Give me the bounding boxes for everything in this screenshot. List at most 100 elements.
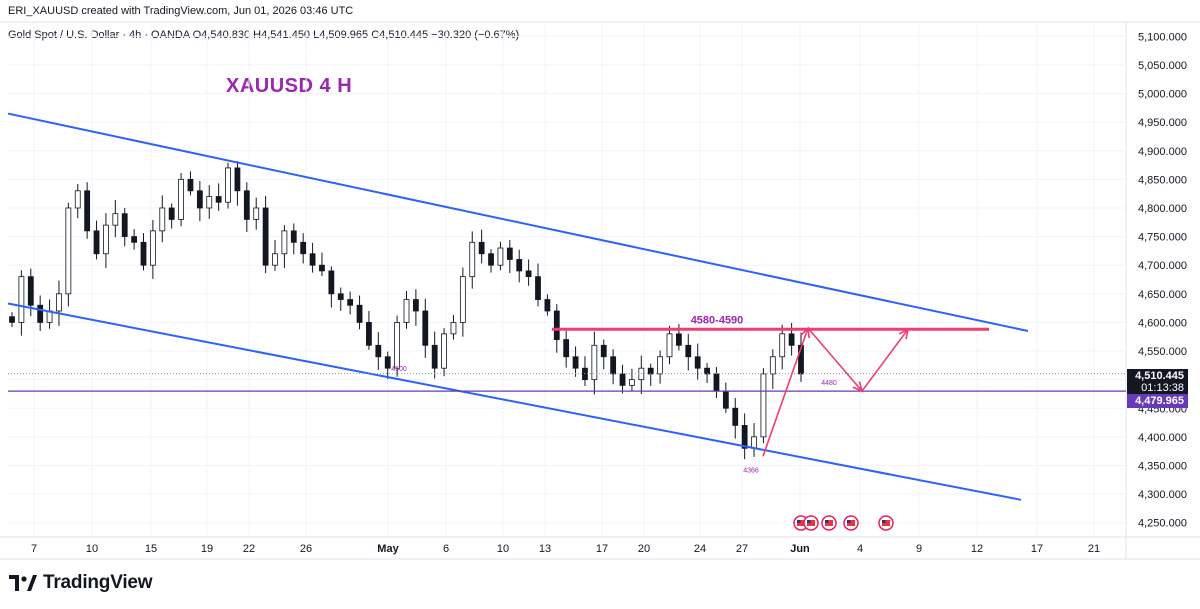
candle[interactable] [478, 241, 485, 255]
candle[interactable] [732, 407, 739, 426]
candle[interactable] [441, 333, 447, 369]
candle[interactable] [657, 356, 664, 375]
candle[interactable] [328, 270, 335, 295]
drawings[interactable]: 4580-4590 4500 4480 4366 [7, 112, 1126, 501]
candle[interactable] [262, 207, 269, 266]
candle[interactable] [347, 299, 354, 306]
candle[interactable] [516, 259, 523, 272]
candle[interactable] [272, 253, 278, 266]
candle[interactable] [788, 333, 795, 346]
candle[interactable] [206, 196, 213, 209]
candle[interactable] [751, 436, 757, 449]
candle[interactable] [27, 276, 34, 306]
candle[interactable] [741, 425, 748, 449]
tradingview-logo[interactable]: TradingView [9, 572, 153, 594]
candle[interactable] [196, 190, 203, 209]
candle[interactable] [215, 196, 222, 203]
candle[interactable] [225, 167, 231, 203]
candle[interactable] [74, 190, 81, 209]
projection-segment[interactable] [807, 327, 863, 392]
candle[interactable] [178, 178, 184, 220]
candle[interactable] [422, 310, 429, 346]
candle[interactable] [525, 270, 532, 278]
candle[interactable] [722, 390, 729, 409]
channel-upper-line[interactable] [7, 112, 1029, 332]
candle[interactable] [309, 253, 316, 266]
candle[interactable] [459, 276, 466, 323]
candle[interactable] [18, 276, 25, 323]
event-flag-canton [847, 520, 851, 523]
candle[interactable] [403, 299, 410, 323]
candle[interactable] [84, 190, 91, 232]
candle[interactable] [112, 213, 119, 226]
candle[interactable] [121, 213, 128, 237]
candle[interactable] [685, 344, 692, 358]
candle[interactable] [65, 207, 72, 295]
candle[interactable] [56, 293, 62, 312]
current-price-label: 4,510.445 01:13:38 [1127, 369, 1188, 395]
event-flag-icon[interactable] [843, 515, 859, 531]
candle[interactable] [610, 356, 617, 375]
candle[interactable] [675, 333, 682, 346]
event-flag-icon[interactable] [821, 515, 837, 531]
candle[interactable] [159, 207, 166, 232]
candle[interactable] [149, 230, 156, 266]
candle[interactable] [366, 322, 372, 346]
candle[interactable] [469, 241, 476, 278]
candle[interactable] [93, 230, 100, 255]
candle[interactable] [234, 167, 241, 192]
economic-events[interactable] [793, 515, 894, 531]
event-flag-icon[interactable] [878, 515, 894, 531]
candle[interactable] [591, 344, 598, 381]
candle[interactable] [431, 344, 438, 369]
candle[interactable] [553, 310, 560, 340]
candle[interactable] [290, 230, 297, 243]
candle[interactable] [168, 207, 175, 220]
candle[interactable] [760, 373, 767, 438]
candle[interactable] [103, 224, 109, 255]
candle[interactable] [704, 367, 710, 375]
candle[interactable] [384, 356, 391, 369]
candle[interactable] [375, 344, 382, 358]
candle[interactable] [394, 322, 401, 369]
candle[interactable] [412, 299, 419, 312]
support-price-value: 4,479.965 [1135, 395, 1184, 407]
candle[interactable] [281, 230, 288, 255]
candle[interactable] [356, 304, 363, 323]
candle[interactable] [600, 344, 607, 358]
candle[interactable] [140, 241, 147, 266]
channel-lower-line[interactable] [7, 302, 1022, 501]
candle[interactable] [9, 316, 15, 323]
candle[interactable] [253, 207, 260, 220]
candle[interactable] [37, 304, 44, 323]
candle[interactable] [243, 190, 250, 220]
candle[interactable] [488, 253, 494, 266]
candle[interactable] [666, 333, 673, 358]
candle[interactable] [300, 241, 307, 255]
candle[interactable] [769, 356, 776, 375]
candle[interactable] [131, 236, 138, 243]
candle[interactable] [319, 264, 325, 272]
candle[interactable] [779, 333, 786, 358]
candle[interactable] [563, 339, 570, 358]
candle[interactable] [535, 276, 541, 300]
candle[interactable] [694, 356, 701, 369]
candle[interactable] [713, 373, 720, 392]
projection-segment[interactable] [861, 328, 909, 392]
event-flag-icon[interactable] [803, 515, 819, 531]
candle[interactable] [450, 322, 457, 335]
candle[interactable] [187, 178, 194, 192]
candle[interactable] [497, 247, 504, 266]
candle[interactable] [544, 299, 551, 312]
candle[interactable] [629, 379, 635, 386]
candle[interactable] [506, 247, 513, 260]
x-tick-label: 6 [443, 543, 449, 555]
candle[interactable] [619, 373, 626, 386]
candle[interactable] [572, 356, 579, 369]
candles[interactable] [9, 161, 804, 460]
candle[interactable] [647, 367, 654, 375]
candle[interactable] [337, 293, 344, 300]
y-tick-label: 4,300.000 [1138, 489, 1187, 501]
projection-segment[interactable] [762, 327, 809, 457]
